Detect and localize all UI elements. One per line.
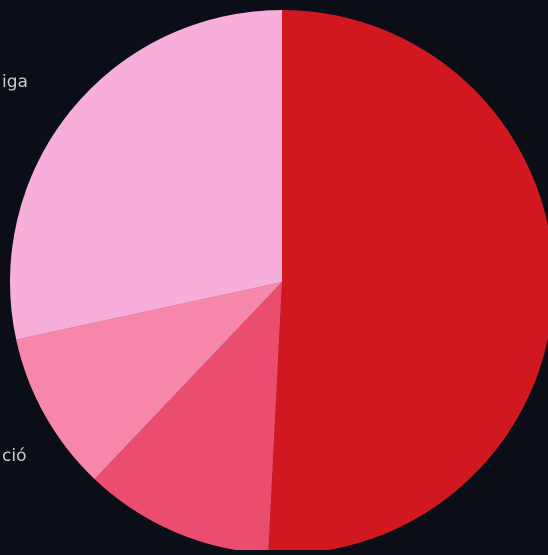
pie-slice-3 <box>9 10 282 340</box>
pie-slice-label-3: iga <box>2 72 28 92</box>
pie-slice-2 <box>16 282 283 480</box>
pie-slice-label-2: ció <box>2 446 26 466</box>
pie-labels: ció iga <box>2 72 28 466</box>
pie-slice-0 <box>268 10 548 554</box>
pie-slices <box>9 10 548 554</box>
pie-slice-1 <box>94 282 282 554</box>
